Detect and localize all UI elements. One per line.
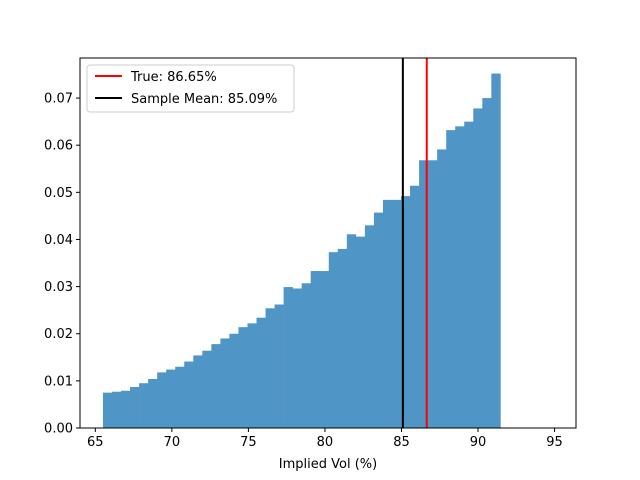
histogram-bar xyxy=(111,391,122,428)
histogram-bar xyxy=(491,73,501,428)
reference-lines xyxy=(401,58,428,428)
histogram-bar xyxy=(455,126,465,429)
plot-frame xyxy=(79,57,577,429)
legend: True: 86.65% Sample Mean: 85.09% xyxy=(86,64,295,113)
histogram-bar xyxy=(391,199,402,428)
y-tick-label: 0.04 xyxy=(44,233,73,248)
histogram-bar xyxy=(401,196,411,428)
histogram-bar xyxy=(238,327,248,428)
y-tick-label: 0.06 xyxy=(44,139,73,154)
histogram-bar xyxy=(121,390,131,428)
histogram-bar xyxy=(382,199,393,428)
y-tick-label: 0.03 xyxy=(44,280,73,295)
histogram-bar xyxy=(102,392,113,428)
histogram-bar xyxy=(473,108,483,429)
legend-mean-label: Sample Mean: 85.09% xyxy=(131,92,277,107)
histogram-bar xyxy=(364,225,375,428)
histogram-bar xyxy=(292,288,302,428)
histogram-bar xyxy=(202,350,212,428)
histogram-bar xyxy=(283,287,293,428)
histogram-bar xyxy=(373,212,384,428)
histogram-bar xyxy=(229,333,239,428)
y-tick-label: 0.05 xyxy=(44,186,73,201)
histogram-bar xyxy=(428,160,438,428)
y-tick-label: 0.01 xyxy=(44,374,73,389)
legend-box xyxy=(86,64,295,113)
histogram-bar xyxy=(247,323,257,428)
y-tick-label: 0.02 xyxy=(44,327,73,342)
x-tick-label: 70 xyxy=(164,435,181,450)
histogram-bar xyxy=(193,355,203,428)
histogram-bar xyxy=(157,372,167,428)
histogram-bar xyxy=(328,252,339,428)
histogram-bar xyxy=(337,248,348,428)
x-tick-label: 85 xyxy=(393,435,410,450)
histogram-bar xyxy=(301,283,312,428)
x-tick-label: 90 xyxy=(470,435,487,450)
histogram-bar xyxy=(220,338,230,428)
histogram-bar xyxy=(265,308,275,428)
histogram-bar xyxy=(310,271,321,428)
y-tick-label: 0.00 xyxy=(44,422,73,437)
x-tick-label: 75 xyxy=(240,435,257,450)
y-axis-ticks: 0.00 0.01 0.02 0.03 0.04 0.05 0.06 0.07 xyxy=(44,92,80,437)
x-axis-ticks: 65 70 75 80 85 90 95 xyxy=(87,428,563,450)
histogram-bar xyxy=(482,98,492,429)
histogram-bar xyxy=(410,185,420,428)
x-tick-label: 65 xyxy=(87,435,104,450)
histogram-bar xyxy=(446,130,456,428)
histogram-bar xyxy=(346,234,357,428)
legend-true-label: True: 86.65% xyxy=(130,70,217,85)
histogram-bar xyxy=(211,344,221,428)
histogram-bar xyxy=(355,236,366,428)
histogram-bar xyxy=(274,304,284,428)
y-tick-label: 0.07 xyxy=(44,92,73,107)
histogram-bar xyxy=(148,378,158,428)
histogram-bars xyxy=(102,73,501,429)
histogram-bar xyxy=(166,369,176,428)
histogram-bar xyxy=(184,361,194,428)
histogram-bar xyxy=(130,386,140,428)
histogram-bar xyxy=(464,121,474,429)
histogram-bar xyxy=(437,149,447,428)
x-tick-label: 95 xyxy=(546,435,563,450)
histogram-bar xyxy=(419,160,429,428)
histogram-bar xyxy=(319,271,330,428)
histogram-bar xyxy=(175,366,185,428)
histogram-bar xyxy=(139,383,149,428)
histogram-bar xyxy=(256,317,266,428)
x-tick-label: 80 xyxy=(317,435,334,450)
x-axis-label: Implied Vol (%) xyxy=(279,457,377,472)
